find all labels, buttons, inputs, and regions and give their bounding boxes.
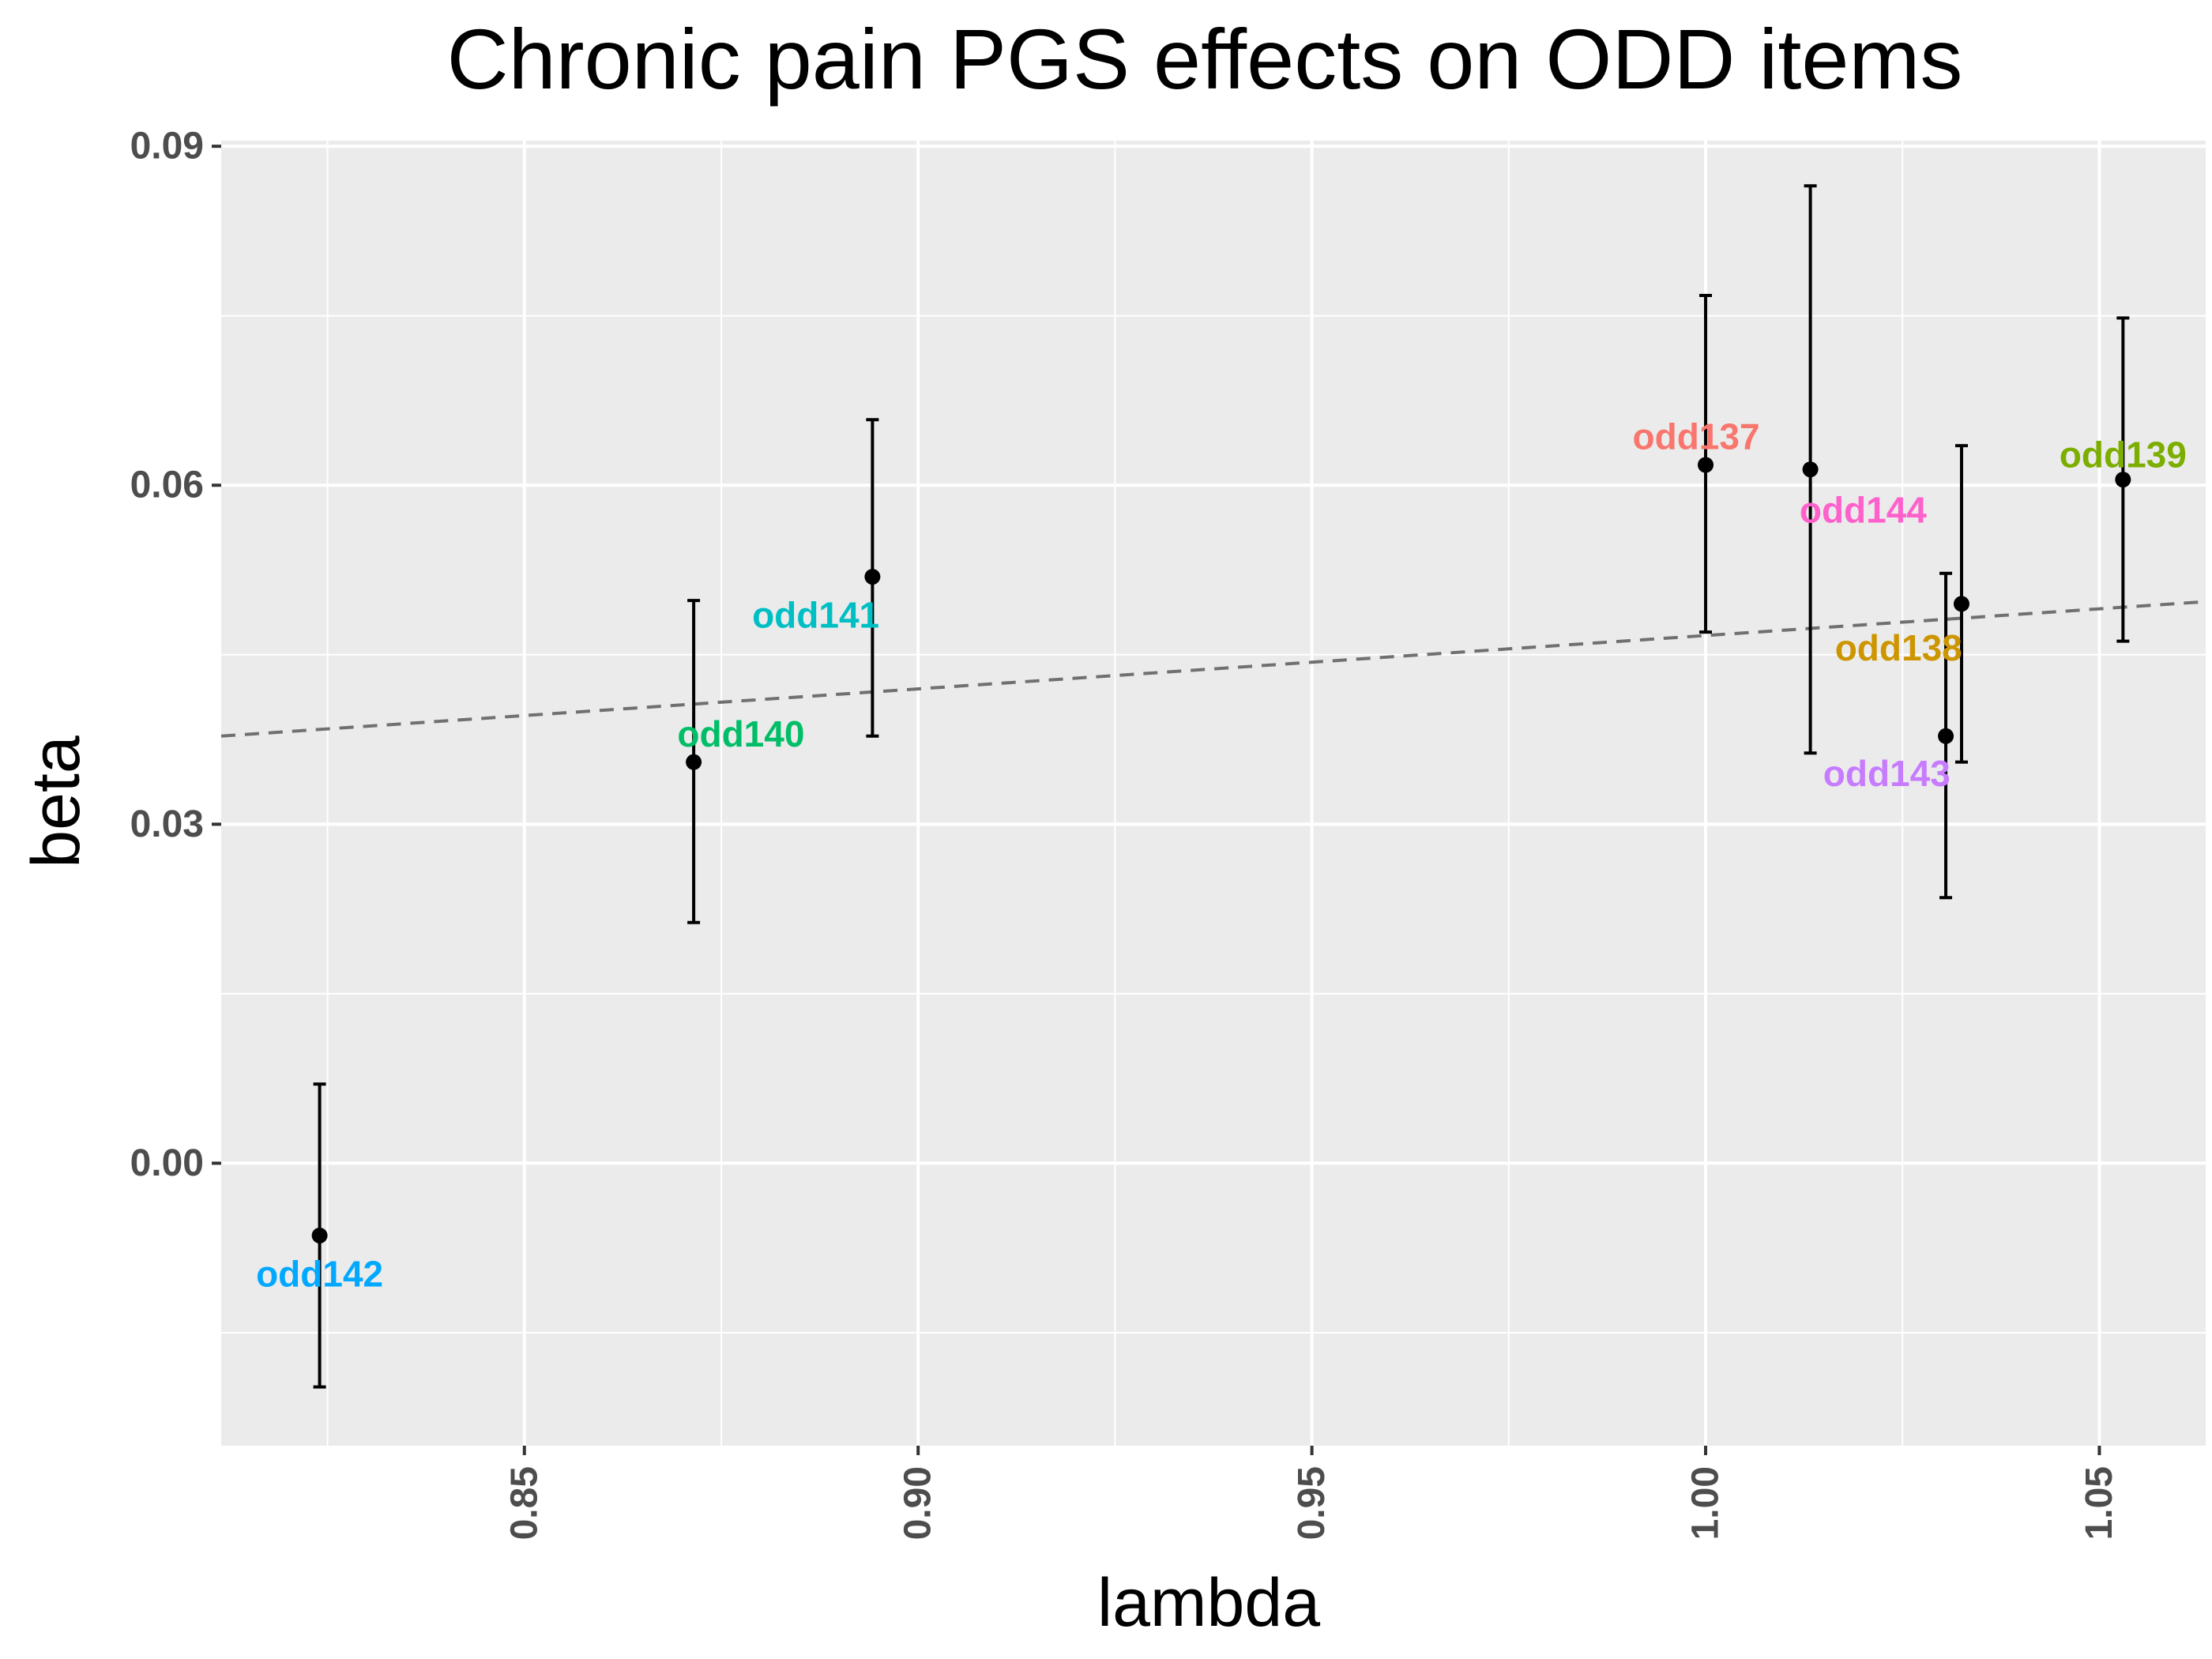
point-odd142 [311,1227,328,1243]
point-odd141 [864,569,881,585]
y-tick-label-0: 0.00 [130,1142,204,1184]
point-odd137 [1698,457,1714,473]
point-labels: odd137 odd138 odd139 odd140 odd141 odd142 odd1… [256,416,2187,1295]
point-odd138 [1953,596,1969,612]
x-tick-labels: 0.85 0.90 0.95 1.00 1.05 [503,1466,2120,1540]
y-tick-label-3: 0.09 [130,126,204,167]
point-odd139 [2115,472,2131,488]
y-axis-title: beta [18,735,94,868]
x-axis-title: lambda [1097,1565,1320,1641]
chart-title: Chronic pain PGS effects on ODD items [447,11,1963,107]
x-tick-label-1: 0.90 [897,1466,939,1540]
y-tick-labels: 0.00 0.03 0.06 0.09 [130,126,204,1184]
x-tick-label-4: 1.05 [2078,1466,2120,1540]
point-odd143 [1938,728,1954,744]
x-tick-label-2: 0.95 [1291,1466,1333,1540]
point-label-odd141: odd141 [752,595,879,636]
x-tick-label-3: 1.00 [1685,1466,1727,1540]
point-label-odd143: odd143 [1823,753,1951,794]
minor-gridlines [221,141,2206,1446]
point-label-odd139: odd139 [2060,434,2187,476]
point-odd140 [686,754,702,770]
y-tick-label-1: 0.03 [130,803,204,845]
point-label-odd142: odd142 [256,1254,383,1295]
point-label-odd138: odd138 [1835,627,1962,668]
point-odd144 [1802,461,1819,478]
plot-panel [221,141,2206,1446]
point-label-odd140: odd140 [677,713,804,754]
point-label-odd137: odd137 [1633,416,1760,457]
point-label-odd144: odd144 [1800,490,1927,531]
axis-ticks [212,145,2101,1455]
y-tick-label-2: 0.06 [130,465,204,506]
major-gridlines [221,141,2206,1446]
data-points [311,457,2131,1243]
x-tick-label-0: 0.85 [503,1466,545,1540]
